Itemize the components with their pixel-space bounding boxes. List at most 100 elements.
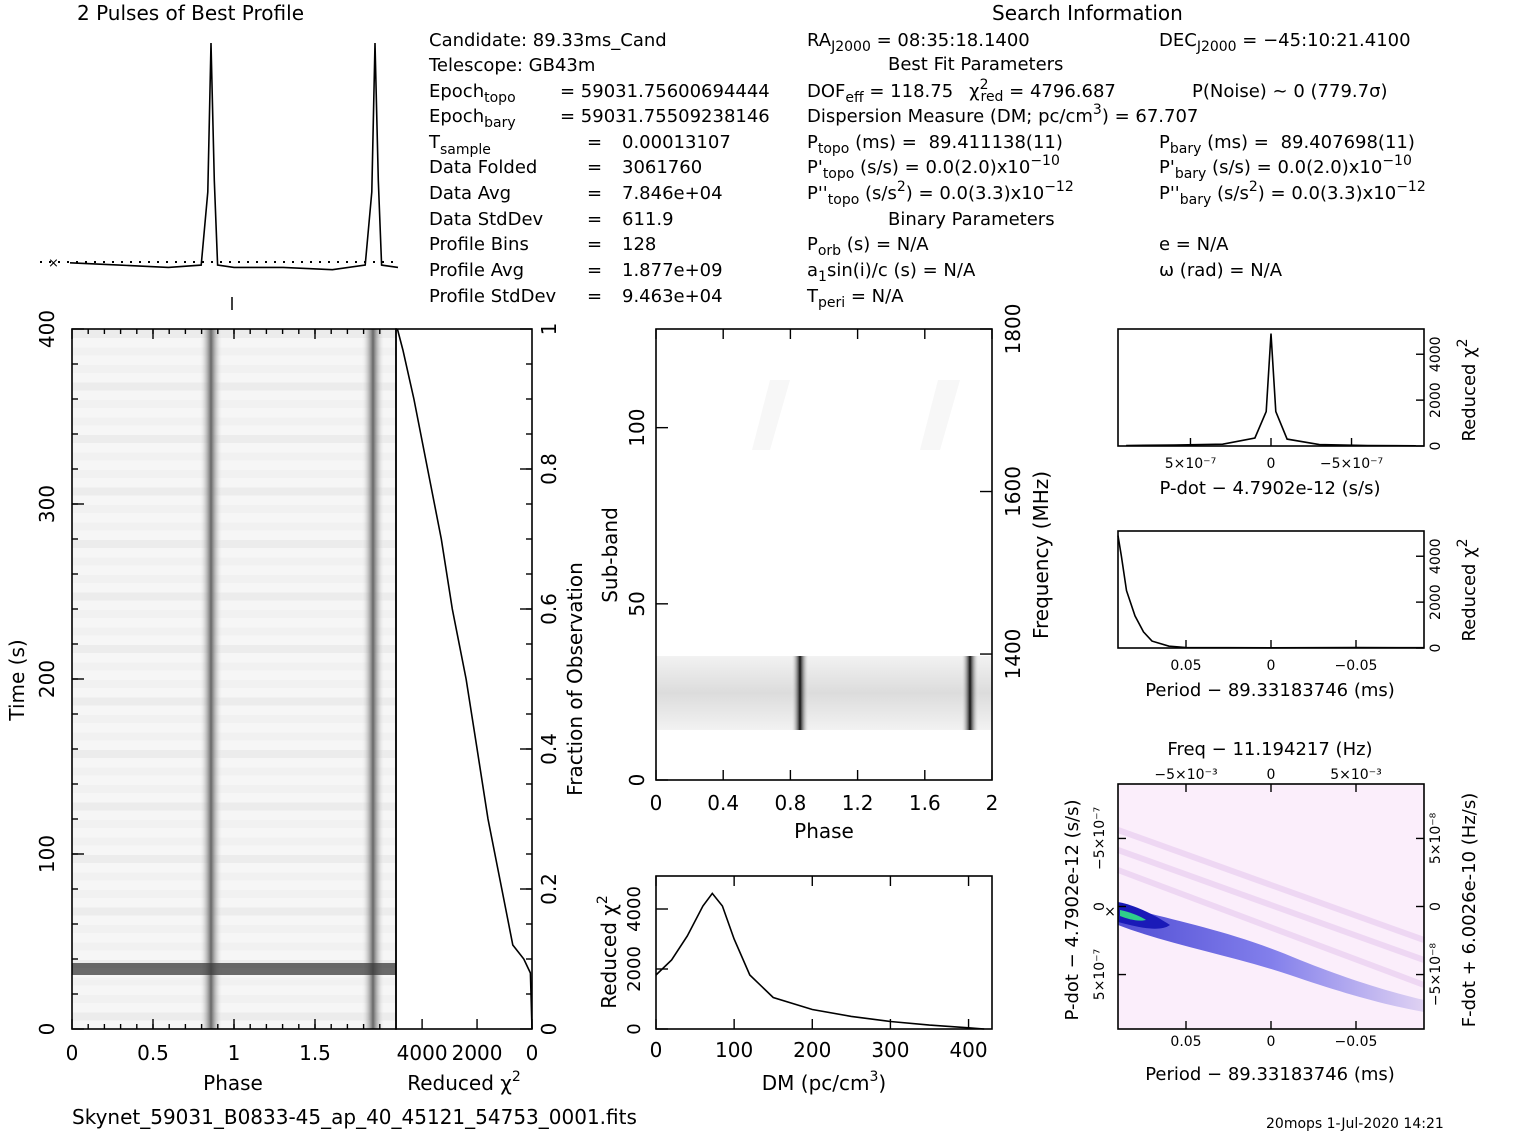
fraction-tick-label: 0.2 [537, 873, 561, 905]
chi-tick-label: 4000 [397, 1041, 448, 1065]
time-stripe [72, 400, 396, 408]
profile-stddev-eq: = [587, 286, 602, 307]
map-right-label: 0 [1428, 902, 1444, 911]
time-tick-label: 400 [35, 310, 59, 348]
p-topo-line: Ptopo (ms) = 89.411138(11) [807, 132, 1063, 157]
fraction-tick-label: 0.8 [537, 453, 561, 485]
profile-bins-eq: = [587, 234, 602, 255]
time-stripe [72, 540, 396, 548]
a1-line: a1sin(i)/c (s) = N/A [807, 260, 976, 285]
profile-error-marker: ⨯ [48, 256, 59, 271]
time-stripe [72, 837, 396, 846]
time-stripe [72, 802, 396, 811]
time-stripe [72, 1012, 396, 1021]
fraction-tick-label: 0.4 [537, 733, 561, 765]
profile-avg-eq: = [587, 260, 602, 281]
phase-time-bg [72, 329, 396, 1029]
pdot-chi2-panel: 5×10⁻⁷ 0 −5×10⁻⁷ 0 2000 4000 [1117, 328, 1444, 472]
frequency-axis-label: Frequency (MHz) [1029, 471, 1053, 639]
dm-tick-label: 0 [650, 1038, 663, 1062]
ppdot-peak [1120, 910, 1146, 921]
binary-title: Binary Parameters [888, 209, 1055, 230]
map-left-label: 0 [1092, 902, 1108, 911]
time-stripe [72, 452, 396, 461]
subband-tick-label: 100 [625, 409, 649, 447]
cumulative-chi2-line [396, 328, 533, 1030]
profile-avg-label: Profile Avg [429, 260, 524, 281]
subband-axis-label: Sub-band [598, 507, 622, 603]
subband-phase-label: 0 [650, 791, 663, 815]
small-y-label: 0 [1428, 644, 1444, 653]
small-x-label: 0 [1267, 456, 1276, 472]
map-right-label: 5×10⁻⁸ [1428, 812, 1444, 864]
time-stripe [72, 557, 396, 566]
map-top-label: −5×10⁻³ [1154, 767, 1217, 783]
pdot-chi2-curve [1126, 333, 1416, 447]
epoch-bary-label: Epochbary [429, 106, 516, 131]
subband-ghost-2 [920, 380, 960, 450]
cumulative-chi2-frame [395, 328, 533, 1030]
profile-bins-value: 128 [622, 234, 656, 255]
map-x-label: 0 [1267, 1034, 1276, 1050]
ecc-line: e = N/A [1159, 234, 1229, 255]
ra-line: RAJ2000 = 08:35:18.1400 [807, 30, 1030, 55]
map-period-axis-title: Period − 89.33183746 (ms) [1145, 1064, 1395, 1085]
data-stddev-value: 611.9 [622, 209, 674, 230]
data-avg-value: 7.846e+04 [622, 183, 723, 204]
freq-tick-label: 1600 [1001, 466, 1025, 517]
period-chi2-axis-title: Period − 89.33183746 (ms) [1145, 680, 1395, 701]
map-fdot-y-label: F-dot + 6.0026e-10 (Hz/s) [1459, 793, 1480, 1028]
time-stripe [72, 907, 396, 916]
dm-chi-tick-label: 2000 [624, 946, 645, 992]
phase-time-panel: 0 0.5 1 1.5 0 100 200 300 400 [35, 310, 397, 1065]
pdot-chi2-axis-title: P-dot − 4.7902e-12 (s/s) [1159, 478, 1380, 499]
subband-phase-label: 0.8 [774, 791, 806, 815]
rfi-band [72, 963, 396, 975]
search-title: Search Information [992, 1, 1183, 25]
map-top-label: 5×10⁻³ [1330, 767, 1381, 783]
small-y-label: 2000 [1428, 382, 1444, 418]
time-stripe [72, 890, 396, 898]
map-left-label: −5×10⁻⁷ [1092, 807, 1108, 870]
time-stripe [72, 942, 396, 951]
map-top-label: 0 [1267, 767, 1276, 783]
dm-curve [655, 892, 985, 1030]
profile-panel: ⨯ [40, 42, 399, 310]
time-stripe [72, 610, 396, 618]
ppdot-map-panel: 0.05 0 −0.05 −5×10⁻³ 0 5×10⁻³ −5×10⁻⁷ 0 5×10⁻⁷ 5×… [1092, 767, 1444, 1050]
data-stddev-eq: = [587, 209, 602, 230]
ppdot-core-blob [1118, 902, 1170, 929]
chi-tick-label: 2000 [452, 1041, 503, 1065]
time-stripe [72, 750, 396, 758]
p-bary-line: Pbary (ms) = 89.407698(11) [1159, 132, 1415, 157]
epoch-topo-value: = 59031.75600694444 [560, 81, 770, 102]
subband-panel: 0 0.4 0.8 1.2 1.6 2 0 50 100 1400 1600 1800 [625, 304, 1025, 815]
pnoise-line: P(Noise) ~ 0 (779.7σ) [1192, 81, 1388, 102]
subband-pulse-1 [791, 656, 809, 730]
time-stripe [72, 925, 396, 933]
subband-band [656, 656, 992, 730]
dm-chi-tick-label: 4000 [624, 886, 645, 932]
period-chi2-curve [1117, 535, 1425, 649]
time-stripe [72, 820, 396, 828]
map-x-label: −0.05 [1335, 1034, 1378, 1050]
time-stripe [72, 680, 396, 688]
subband-phase-label: 0.4 [707, 791, 739, 815]
time-stripe [72, 470, 396, 478]
time-stripe [72, 715, 396, 723]
subband-phase-label: 1.2 [842, 791, 874, 815]
time-stripe [72, 977, 396, 986]
ppdot-faint-streaks [1116, 827, 1426, 988]
small-x-label: 0.05 [1170, 658, 1201, 674]
epoch-bary-value: = 59031.75509238146 [560, 106, 770, 127]
phase-tick-label: 1.5 [299, 1041, 331, 1065]
time-stripe [72, 522, 396, 531]
subband-ticks: 0 0.4 0.8 1.2 1.6 2 0 50 100 1400 1600 1800 [625, 304, 1025, 815]
dm-line: Dispersion Measure (DM; pc/cm3) = 67.707 [807, 102, 1198, 127]
dm-chi-tick-label: 0 [624, 1023, 645, 1034]
candidate-line: Candidate: 89.33ms_Cand [429, 30, 667, 51]
reduced-chi2-axis-label: Reduced χ2 [407, 1069, 521, 1095]
dm-axis-label: DM (pc/cm3) [762, 1069, 886, 1095]
pdd-bary-line: P''bary (s/s2) = 0.0(3.3)x10−12 [1159, 179, 1426, 208]
time-stripe [72, 365, 396, 373]
